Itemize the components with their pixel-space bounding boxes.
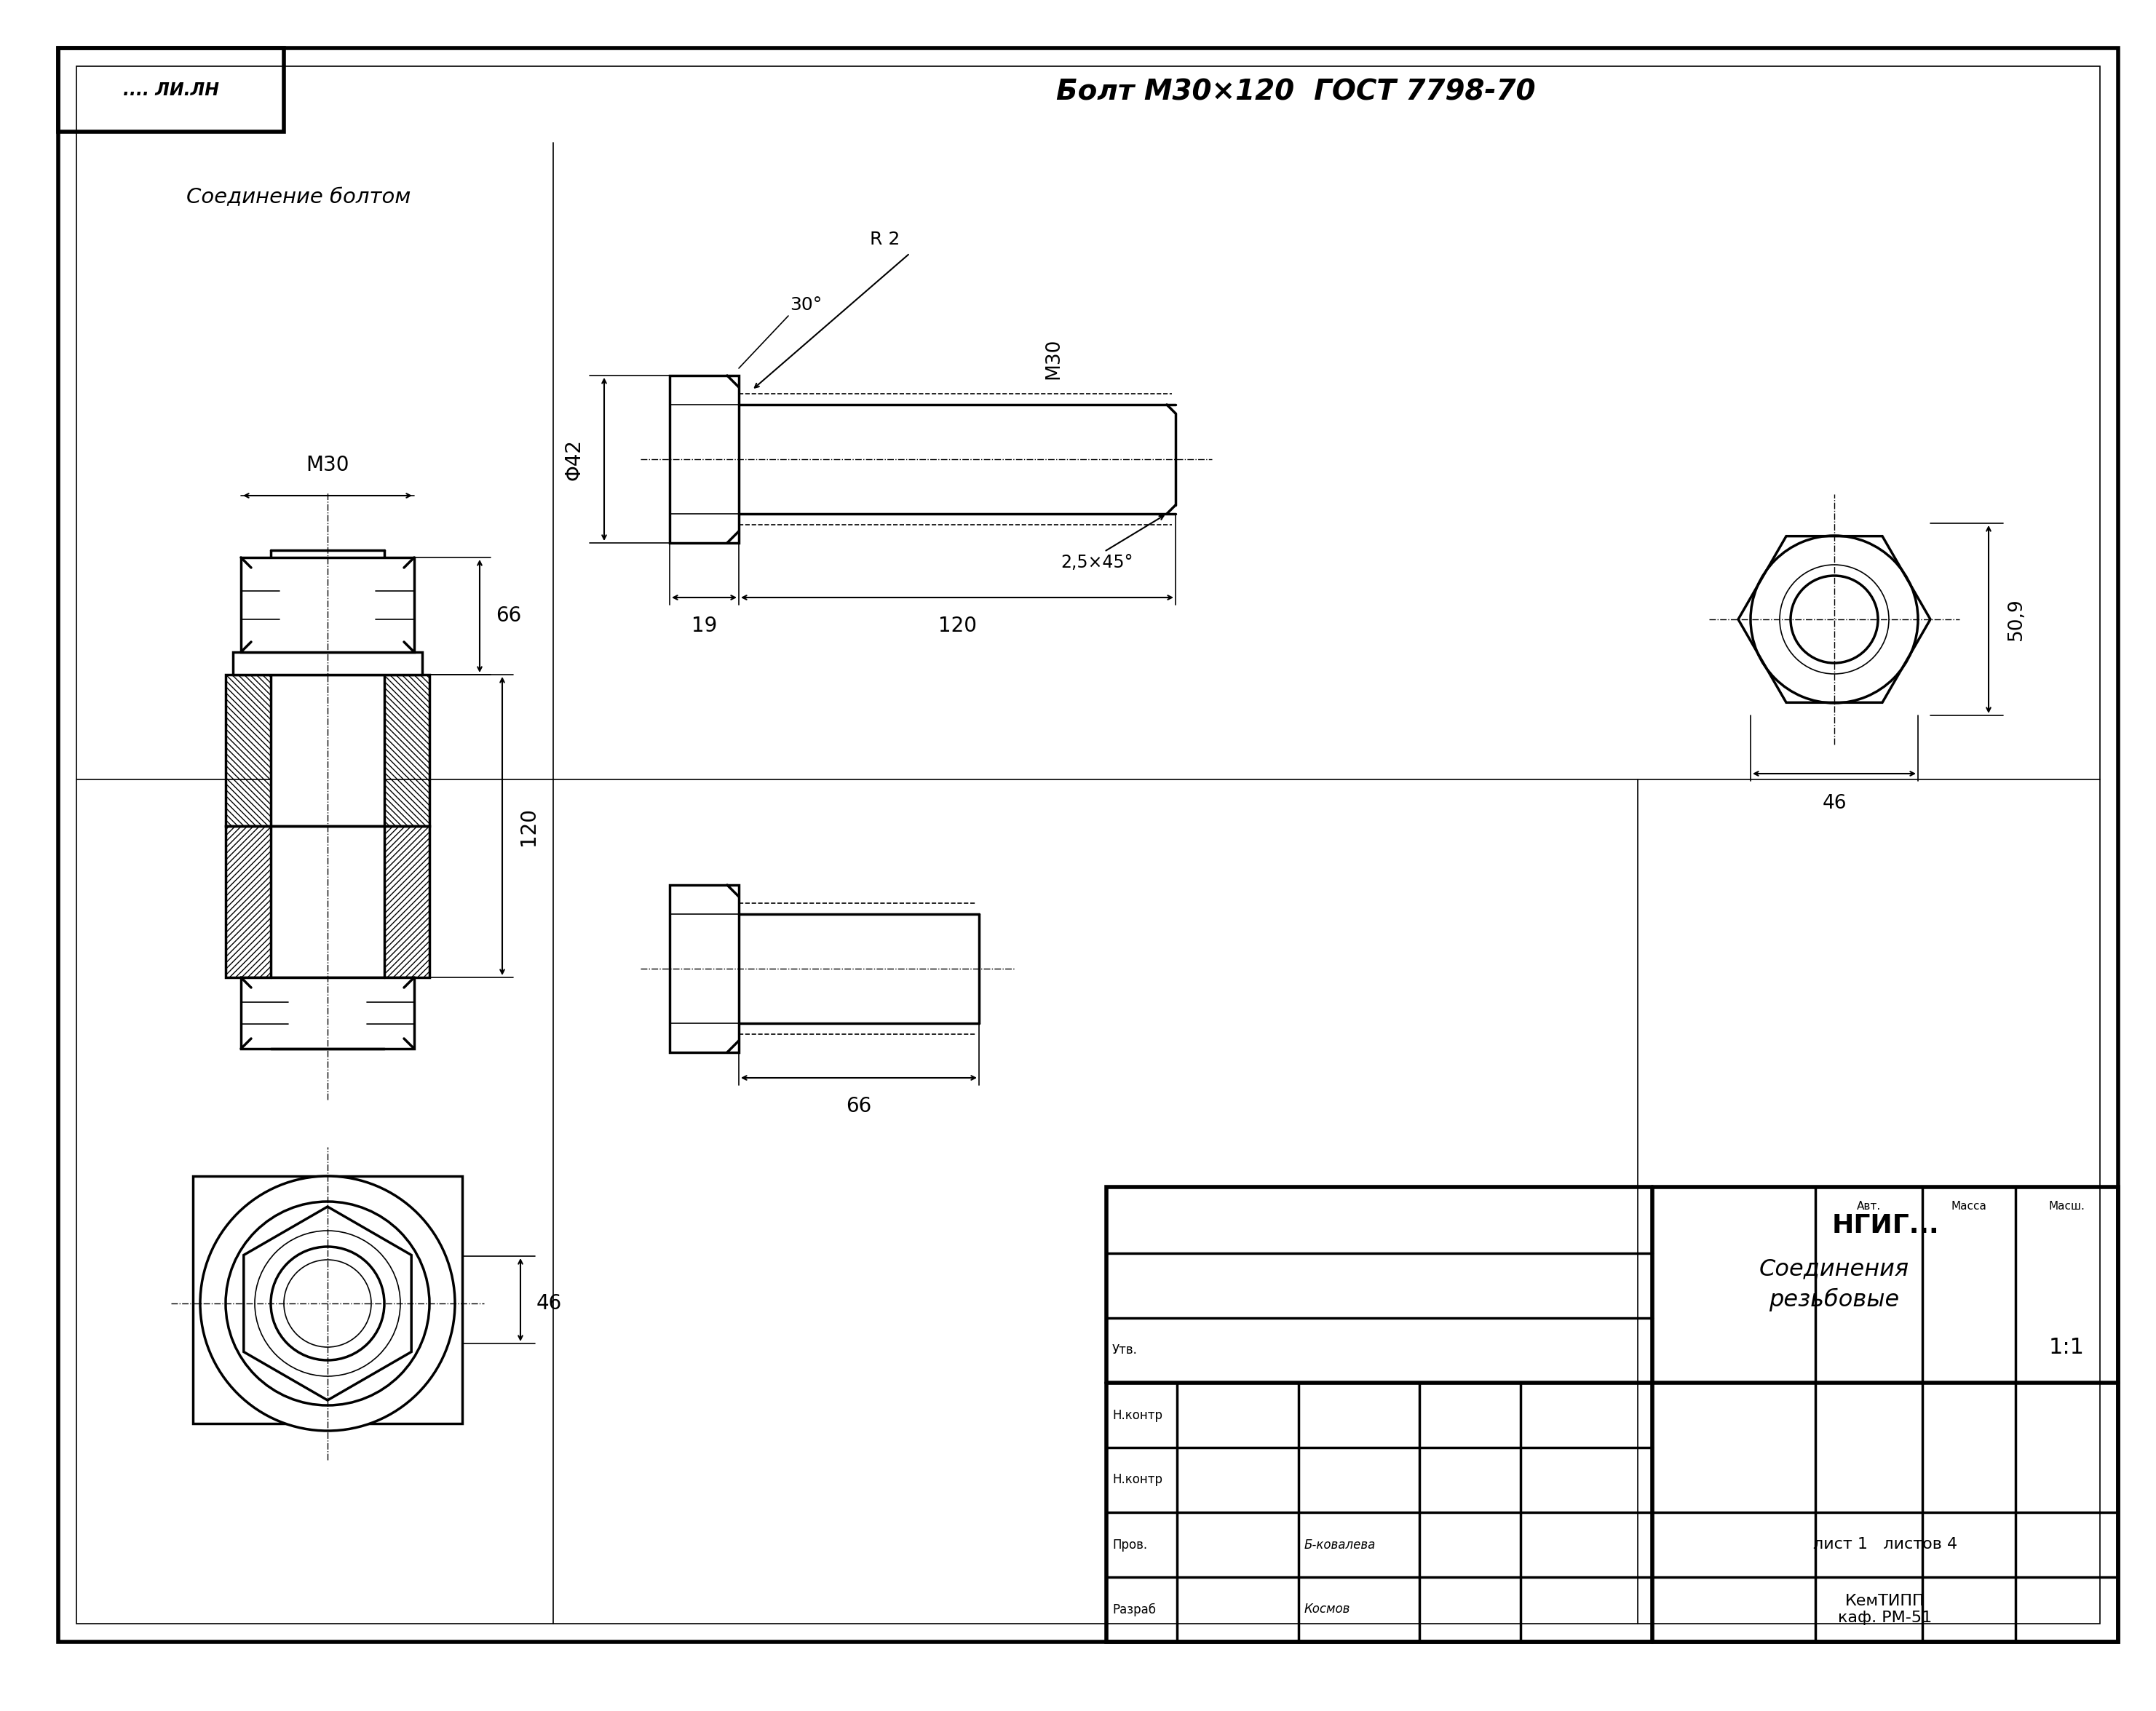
Bar — [226, 674, 429, 826]
Circle shape — [285, 1259, 371, 1347]
Bar — [226, 826, 429, 977]
Text: 2,5×45°: 2,5×45° — [1061, 554, 1134, 571]
Text: M30: M30 — [306, 455, 349, 476]
Bar — [671, 375, 740, 542]
Text: 66: 66 — [496, 606, 522, 626]
Text: Авт.: Авт. — [1856, 1201, 1880, 1211]
Text: 30°: 30° — [789, 296, 821, 313]
Text: M30: M30 — [1044, 339, 1063, 380]
Text: Н.контр: Н.контр — [1112, 1408, 1162, 1422]
Bar — [272, 551, 384, 977]
Bar — [226, 674, 429, 826]
Bar — [272, 551, 384, 977]
Circle shape — [254, 1230, 401, 1376]
Text: R 2: R 2 — [869, 231, 899, 248]
Text: Утв.: Утв. — [1112, 1343, 1138, 1357]
Bar — [192, 1175, 461, 1424]
Bar — [226, 826, 429, 977]
Bar — [241, 558, 414, 652]
Circle shape — [226, 1201, 429, 1405]
Text: Н.контр: Н.контр — [1112, 1473, 1162, 1487]
Text: 66: 66 — [845, 1097, 871, 1116]
Text: 46: 46 — [1822, 794, 1846, 813]
Circle shape — [1792, 575, 1878, 662]
Text: 19: 19 — [692, 616, 718, 636]
Text: КемТИПП
каф. РМ-51: КемТИПП каф. РМ-51 — [1839, 1593, 1932, 1625]
Text: 50,9: 50,9 — [2007, 597, 2027, 640]
Text: Пров.: Пров. — [1112, 1538, 1147, 1552]
Text: 120: 120 — [517, 808, 539, 845]
Text: Космов: Космов — [1304, 1603, 1350, 1615]
Text: 1:1: 1:1 — [2048, 1336, 2085, 1359]
Polygon shape — [1738, 536, 1930, 703]
Text: 120: 120 — [938, 616, 977, 636]
Bar — [1106, 1187, 2117, 1643]
Text: Масш.: Масш. — [2048, 1201, 2085, 1211]
Bar — [58, 48, 285, 132]
Bar — [241, 977, 414, 1049]
Bar — [233, 652, 423, 674]
Text: Соединения
резьбовые: Соединения резьбовые — [1759, 1258, 1908, 1312]
Text: Соединение болтом: Соединение болтом — [185, 186, 410, 207]
Text: Φ42: Φ42 — [563, 438, 584, 481]
Text: .... ЛИ.ЛН: .... ЛИ.ЛН — [123, 82, 220, 99]
Text: Масса: Масса — [1951, 1201, 1986, 1211]
Bar — [226, 826, 429, 977]
Text: Разраб: Разраб — [1112, 1603, 1156, 1617]
Text: лист 1   листов 4: лист 1 листов 4 — [1813, 1538, 1958, 1552]
Text: 46: 46 — [537, 1294, 563, 1314]
Bar — [226, 674, 429, 826]
Text: Болт M30×120  ГОСТ 7798-70: Болт M30×120 ГОСТ 7798-70 — [1056, 79, 1535, 106]
Text: Б-ковалева: Б-ковалева — [1304, 1538, 1376, 1552]
Text: НГИГ...: НГИГ... — [1830, 1213, 1938, 1239]
Bar — [671, 885, 740, 1052]
Polygon shape — [244, 1206, 412, 1400]
Circle shape — [272, 1247, 384, 1360]
Circle shape — [201, 1175, 455, 1430]
